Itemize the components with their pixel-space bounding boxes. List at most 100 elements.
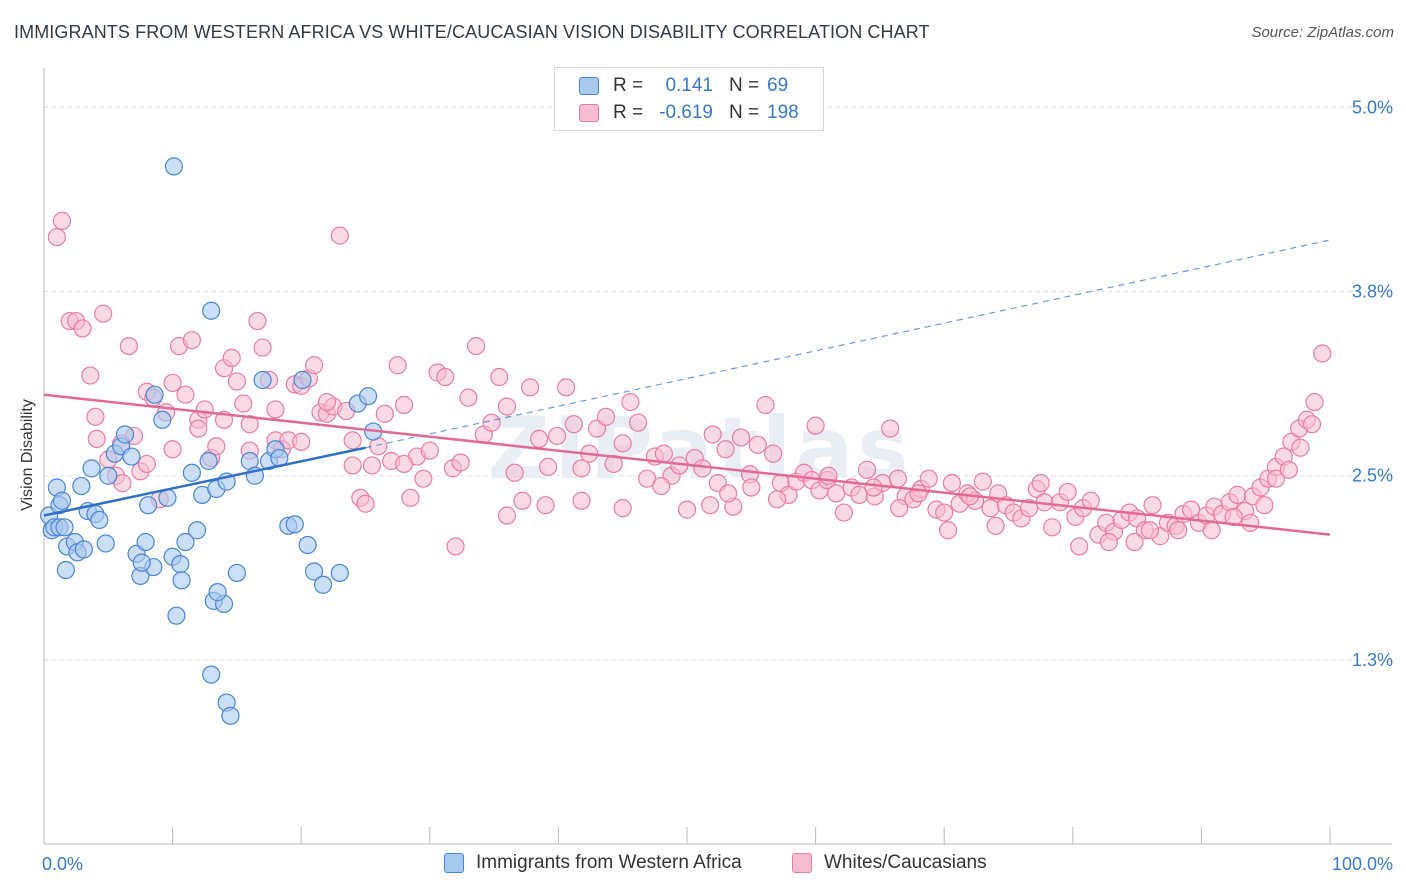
data-point-pink [834,503,853,522]
data-point-pink [564,415,583,434]
series-immigrants-western-africa [40,157,383,725]
data-point-pink [536,496,555,515]
legend-n-label: N = [729,75,760,96]
data-point-blue [139,496,158,515]
data-point-pink [539,457,558,476]
data-point-pink [137,454,156,474]
data-point-pink [436,367,455,387]
data-point-pink [394,395,414,415]
data-point-blue [304,562,324,581]
data-point-blue [171,555,190,574]
data-point-pink [613,499,632,518]
data-point-blue [82,459,101,478]
data-point-pink [654,444,673,463]
data-point-pink [716,440,735,459]
data-point-pink [935,503,954,522]
data-point-pink [806,416,825,435]
legend-box: R = 0.141 N = 69 R = -0.619 N = 198 [554,67,824,131]
x-tick-label: 100.0% [1332,854,1393,874]
bottom-legend: Immigrants from Western Africa Whites/Ca… [0,852,1406,878]
data-point-blue [72,476,91,496]
data-point-pink [81,366,100,385]
series-whites-caucasians [47,211,1332,556]
data-point-pink [1305,392,1324,412]
data-point-pink [189,419,208,438]
data-point-pink [1169,521,1188,540]
legend-n-value: 69 [767,75,789,96]
data-point-pink [572,491,591,510]
data-point-pink [292,432,311,451]
data-point-pink [420,441,439,460]
data-point-pink [604,454,623,474]
data-point-pink [1224,507,1243,527]
data-point-pink [919,469,938,488]
data-point-pink [890,499,909,518]
y-tick-label: 5.0% [1352,97,1393,117]
grid-lines [44,106,1392,661]
data-point-pink [767,490,787,509]
data-point-blue [298,535,317,555]
data-point-blue [187,521,207,540]
data-point-pink [557,378,576,397]
data-point-pink [195,400,214,419]
data-point-pink [330,226,349,245]
data-point-pink [742,478,761,497]
data-point-blue [199,451,218,471]
data-point-blue [227,563,246,583]
data-point-pink [375,404,394,423]
data-point-blue [55,518,74,537]
data-point-blue [52,491,72,510]
data-point-pink [490,367,509,387]
data-point-pink [414,469,433,488]
data-point-blue [313,575,333,594]
data-point-blue [74,540,93,559]
data-point-pink [942,473,962,493]
data-point-blue [172,571,191,590]
data-point-pink [459,388,478,407]
data-point-blue [293,370,312,390]
legend-n-value: 198 [767,102,799,123]
data-point-pink [222,348,241,367]
data-point-pink [497,506,517,525]
data-point-pink [1099,532,1118,552]
data-point-blue [136,532,155,552]
data-point-pink [94,304,113,323]
data-point-pink [362,456,382,475]
data-point-pink [1313,344,1332,363]
data-point-pink [703,425,722,444]
data-point-pink [1241,513,1260,532]
source-label: Source: ZipAtlas.com [1251,24,1394,41]
bottom-legend-label: Immigrants from Western Africa [476,852,742,873]
y-tick-label: 1.3% [1352,650,1393,670]
data-point-blue [176,532,195,552]
legend-n-label: N = [729,102,760,123]
bottom-legend-item-blue[interactable]: Immigrants from Western Africa [444,852,742,874]
data-point-blue [208,583,227,602]
data-point-pink [52,211,72,230]
data-point-pink [1125,532,1144,552]
data-point-pink [986,516,1005,535]
data-point-pink [86,407,105,426]
trend-lines [43,239,1331,536]
chart-title: IMMIGRANTS FROM WESTERN AFRICA VS WHITE/… [14,22,930,42]
data-point-blue [182,463,201,482]
data-point-blue [202,301,221,320]
legend-row-blue: R = 0.141 N = 69 [579,74,788,98]
data-point-blue [285,515,304,534]
data-point-pink [521,378,540,397]
data-point-pink [1266,469,1286,488]
y-tick-label: 2.5% [1352,466,1393,486]
data-point-pink [748,435,767,454]
data-point-pink [207,437,226,456]
bottom-legend-item-pink[interactable]: Whites/Caucasians [792,852,987,874]
data-point-pink [596,407,616,426]
data-point-pink [1255,496,1274,515]
axes [43,68,1392,845]
data-point-blue [164,157,183,176]
x-tick-label: 0.0% [42,854,83,874]
data-point-pink [1070,537,1089,556]
data-point-pink [756,395,775,415]
data-point-pink [530,429,549,449]
data-point-pink [548,426,567,446]
